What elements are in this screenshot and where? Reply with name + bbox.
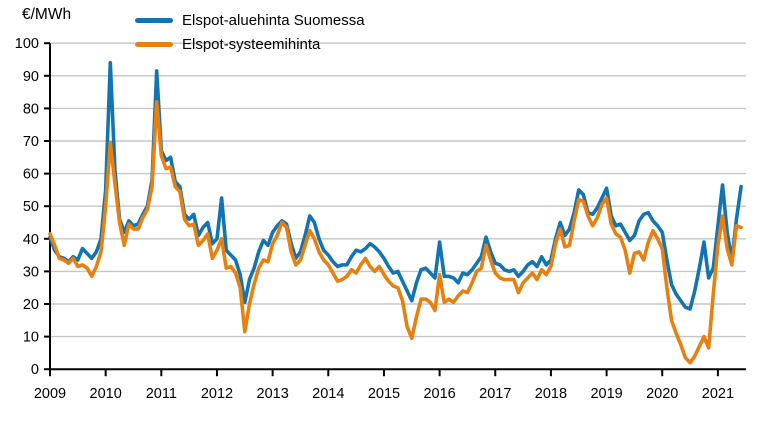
legend-item-area-price: Elspot-aluehinta Suomessa [135,8,365,32]
y-tick-label-10: 10 [23,330,39,346]
legend-item-system-price: Elspot-systeemihinta [135,32,365,56]
x-tick-label-2019: 2019 [590,386,622,402]
y-tick-label-90: 90 [23,69,39,85]
x-tick-label-2014: 2014 [312,386,344,402]
y-tick-label-50: 50 [23,199,39,215]
legend-line-swatch-orange [135,41,173,47]
y-tick-label-0: 0 [31,362,39,378]
x-tick-label-2017: 2017 [479,386,511,402]
y-tick-label-70: 70 [23,134,39,150]
y-tick-label-30: 30 [23,264,39,280]
series-line-system-price [48,100,743,365]
y-tick-label-40: 40 [23,232,39,248]
y-tick-label-60: 60 [23,167,39,183]
x-tick-label-2020: 2020 [646,386,678,402]
y-tick-label-100: 100 [15,36,39,52]
x-tick-label-2009: 2009 [34,386,66,402]
x-tick-label-2013: 2013 [257,386,289,402]
x-tick-label-2015: 2015 [368,386,400,402]
series-line-area-price-finland [48,60,743,311]
legend-label-area-price: Elspot-aluehinta Suomessa [182,11,365,29]
x-tick-label-2021: 2021 [702,386,734,402]
legend-line-swatch-blue [135,17,173,23]
legend-label-system-price: Elspot-systeemihinta [182,35,321,53]
x-tick-label-2011: 2011 [146,386,177,402]
y-tick-label-80: 80 [23,101,39,117]
x-tick-label-2012: 2012 [201,386,233,402]
x-tick-label-2016: 2016 [423,386,455,402]
chart-legend: Elspot-aluehinta Suomessa Elspot-systeem… [135,8,365,56]
y-tick-label-20: 20 [23,297,39,313]
x-tick-label-2018: 2018 [535,386,567,402]
x-tick-label-2010: 2010 [90,386,122,402]
y-axis-unit-label: €/MWh [22,6,72,23]
